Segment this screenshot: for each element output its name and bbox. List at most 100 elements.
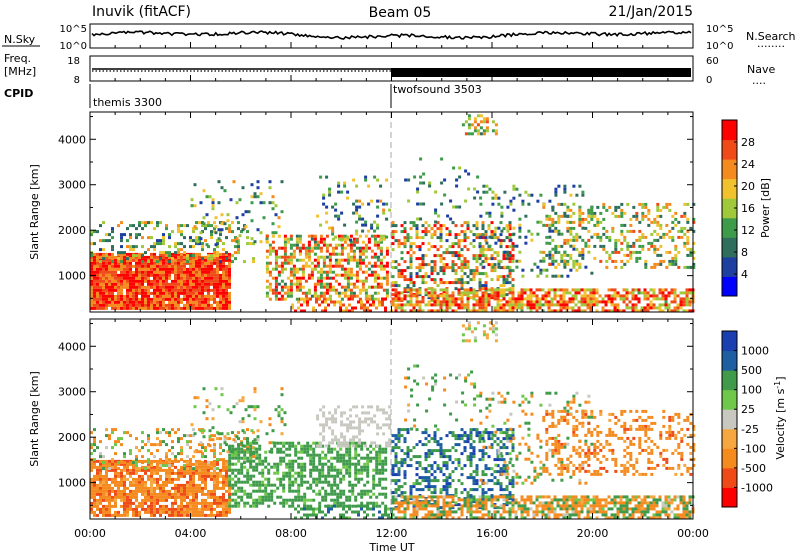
data-cell xyxy=(102,495,105,499)
data-cell xyxy=(668,259,672,263)
data-cell xyxy=(674,211,678,215)
data-cell xyxy=(261,495,265,499)
data-cell xyxy=(216,462,219,466)
data-cell xyxy=(454,300,458,304)
data-cell xyxy=(506,265,510,269)
data-cell xyxy=(324,306,327,310)
data-cell xyxy=(271,234,275,238)
data-cell xyxy=(291,498,295,502)
data-cell xyxy=(249,465,253,469)
data-cell xyxy=(280,255,284,259)
data-cell xyxy=(274,258,278,262)
data-cell xyxy=(291,483,295,487)
data-cell xyxy=(159,264,162,268)
data-cell xyxy=(204,285,207,289)
data-cell xyxy=(379,240,383,244)
data-cell xyxy=(593,211,597,215)
data-cell xyxy=(195,510,198,514)
data-cell xyxy=(237,444,241,448)
data-cell xyxy=(114,288,117,292)
data-cell xyxy=(535,309,539,313)
data-cell xyxy=(325,282,329,286)
data-cell xyxy=(418,263,422,267)
data-cell xyxy=(497,265,501,269)
data-cell xyxy=(565,303,569,307)
data-cell xyxy=(162,498,165,502)
data-cell xyxy=(165,294,168,298)
data-cell xyxy=(502,306,506,310)
data-cell xyxy=(102,492,105,496)
data-cell xyxy=(418,288,422,292)
data-cell xyxy=(297,306,300,310)
data-cell xyxy=(466,221,470,225)
data-cell xyxy=(141,300,144,304)
data-cell xyxy=(237,471,241,475)
data-cell xyxy=(135,480,138,484)
data-cell xyxy=(283,261,287,265)
data-cell xyxy=(144,279,147,283)
data-cell xyxy=(156,492,159,496)
data-cell xyxy=(120,492,123,496)
data-cell xyxy=(177,486,180,490)
data-cell xyxy=(481,248,485,252)
data-cell xyxy=(192,306,195,310)
data-cell xyxy=(99,471,102,475)
data-cell xyxy=(129,306,132,310)
data-cell xyxy=(135,288,138,292)
data-cell xyxy=(547,294,551,298)
data-cell xyxy=(595,297,599,301)
data-cell xyxy=(283,255,287,259)
data-cell xyxy=(147,462,150,466)
data-cell xyxy=(195,468,198,472)
data-cell xyxy=(589,294,593,298)
data-cell xyxy=(292,243,296,247)
data-cell xyxy=(258,498,262,502)
data-cell xyxy=(360,303,363,307)
data-cell xyxy=(274,276,278,280)
data-cell xyxy=(156,449,159,453)
data-cell xyxy=(294,459,298,463)
data-cell xyxy=(460,278,464,282)
data-cell xyxy=(343,234,347,238)
data-cell xyxy=(466,236,470,240)
data-cell xyxy=(183,273,186,277)
data-cell xyxy=(93,489,96,493)
data-cell xyxy=(385,273,389,277)
data-cell xyxy=(479,202,483,206)
data-cell xyxy=(575,268,579,272)
data-cell xyxy=(177,452,180,456)
data-cell xyxy=(668,202,672,206)
data-cell xyxy=(416,190,420,194)
data-cell xyxy=(475,254,479,258)
data-cell xyxy=(352,282,356,286)
data-cell xyxy=(455,205,459,209)
data-cell xyxy=(610,309,614,313)
data-cell xyxy=(216,264,219,268)
data-cell xyxy=(298,282,302,286)
data-cell xyxy=(147,294,150,298)
data-cell xyxy=(213,254,216,258)
data-cell xyxy=(376,214,380,218)
data-cell xyxy=(472,291,476,295)
data-cell xyxy=(364,270,368,274)
data-cell xyxy=(96,300,99,304)
data-cell xyxy=(252,441,256,445)
data-cell xyxy=(201,303,204,307)
data-cell xyxy=(129,303,132,307)
data-cell xyxy=(339,300,342,304)
data-cell xyxy=(189,480,192,484)
data-cell xyxy=(508,281,512,285)
data-cell xyxy=(267,480,271,484)
data-cell xyxy=(150,291,153,295)
data-cell xyxy=(244,408,248,412)
data-cell xyxy=(126,257,129,261)
data-cell xyxy=(198,303,201,307)
data-cell xyxy=(210,507,213,511)
data-cell xyxy=(90,446,93,450)
data-cell xyxy=(355,270,359,274)
data-cell xyxy=(478,278,482,282)
data-cell xyxy=(494,129,498,133)
data-cell xyxy=(138,267,141,271)
data-cell xyxy=(258,471,262,475)
data-cell xyxy=(334,264,338,268)
